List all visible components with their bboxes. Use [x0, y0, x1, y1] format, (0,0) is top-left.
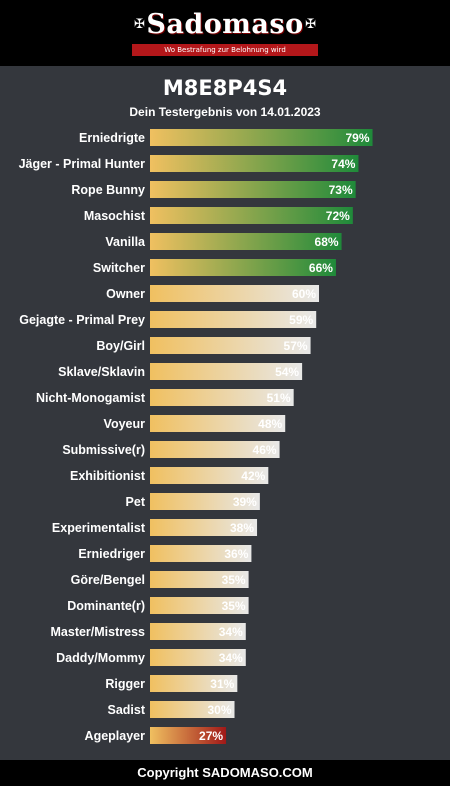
category-label: Voyeur — [104, 417, 146, 431]
value-label: 46% — [253, 443, 277, 457]
footer-bar: Copyright SADOMASO.COM — [0, 760, 450, 786]
value-label: 36% — [224, 547, 248, 561]
logo-text: Sadomaso — [146, 9, 304, 40]
category-label: Jäger - Primal Hunter — [19, 157, 146, 171]
site-logo[interactable]: ✠ Sadomaso ✠ Wo Bestrafung zur Belohnung… — [132, 7, 318, 56]
value-label: 79% — [346, 131, 370, 145]
cross-left-icon: ✠ — [134, 17, 145, 32]
result-bar — [150, 285, 320, 302]
category-label: Switcher — [93, 261, 145, 275]
result-bar — [150, 129, 373, 146]
value-label: 73% — [329, 183, 353, 197]
category-label: Ageplayer — [85, 729, 146, 743]
category-label: Experimentalist — [52, 521, 146, 535]
category-label: Rope Bunny — [71, 183, 145, 197]
category-label: Erniedriger — [78, 547, 145, 561]
result-bar — [150, 363, 303, 380]
result-bar — [150, 233, 342, 250]
result-bar — [150, 597, 249, 614]
result-bar — [150, 649, 246, 666]
value-label: 35% — [222, 573, 246, 587]
value-label: 38% — [230, 521, 254, 535]
footer-copyright: Copyright SADOMASO.COM — [137, 765, 313, 780]
result-bar — [150, 623, 246, 640]
value-label: 35% — [222, 599, 246, 613]
value-label: 54% — [275, 365, 299, 379]
result-bar-chart: Erniedrigte 79% Jäger - Primal Hunter 74% Ro… — [19, 129, 373, 744]
value-label: 57% — [284, 339, 308, 353]
result-bar — [150, 207, 353, 224]
category-label: Daddy/Mommy — [56, 651, 145, 665]
category-label: Gejagte - Primal Prey — [19, 313, 145, 327]
value-label: 74% — [331, 157, 355, 171]
page-subtitle: Dein Testergebnis von 14.01.2023 — [129, 105, 321, 119]
category-label: Dominante(r) — [67, 599, 145, 613]
category-label: Erniedrigte — [79, 131, 145, 145]
value-label: 51% — [267, 391, 291, 405]
category-label: Boy/Girl — [96, 339, 145, 353]
result-bar — [150, 389, 294, 406]
result-bar — [150, 571, 249, 588]
category-label: Submissive(r) — [62, 443, 145, 457]
result-bar — [150, 259, 336, 276]
category-label: Nicht-Monogamist — [36, 391, 146, 405]
result-bar — [150, 675, 238, 692]
category-label: Exhibitionist — [70, 469, 146, 483]
value-label: 72% — [326, 209, 350, 223]
value-label: 48% — [258, 417, 282, 431]
value-label: 34% — [219, 651, 243, 665]
result-bar — [150, 727, 227, 744]
logo-tagline: Wo Bestrafung zur Belohnung wird — [132, 44, 318, 56]
header-bar: ✠ Sadomaso ✠ Wo Bestrafung zur Belohnung… — [0, 0, 450, 66]
result-bar — [150, 441, 280, 458]
value-label: 42% — [241, 469, 265, 483]
value-label: 31% — [210, 677, 234, 691]
category-label: Rigger — [105, 677, 145, 691]
result-bar — [150, 181, 356, 198]
value-label: 60% — [292, 287, 316, 301]
result-bar — [150, 701, 235, 718]
result-bar — [150, 545, 252, 562]
result-bar — [150, 415, 286, 432]
category-label: Owner — [106, 287, 145, 301]
value-label: 39% — [233, 495, 257, 509]
value-label: 34% — [219, 625, 243, 639]
category-label: Sadist — [107, 703, 145, 717]
result-bar — [150, 311, 317, 328]
result-bar — [150, 337, 311, 354]
category-label: Göre/Bengel — [71, 573, 145, 587]
result-bar — [150, 467, 269, 484]
category-label: Vanilla — [105, 235, 146, 249]
category-label: Master/Mistress — [51, 625, 146, 639]
result-bar — [150, 519, 258, 536]
category-label: Sklave/Sklavin — [58, 365, 145, 379]
value-label: 27% — [199, 729, 223, 743]
result-bar — [150, 155, 359, 172]
value-label: 59% — [289, 313, 313, 327]
result-bar — [150, 493, 260, 510]
category-label: Masochist — [84, 209, 146, 223]
value-label: 68% — [315, 235, 339, 249]
page-title: M8E8P4S4 — [162, 76, 288, 100]
category-label: Pet — [126, 495, 146, 509]
cross-right-icon: ✠ — [305, 17, 316, 32]
value-label: 30% — [207, 703, 231, 717]
value-label: 66% — [309, 261, 333, 275]
